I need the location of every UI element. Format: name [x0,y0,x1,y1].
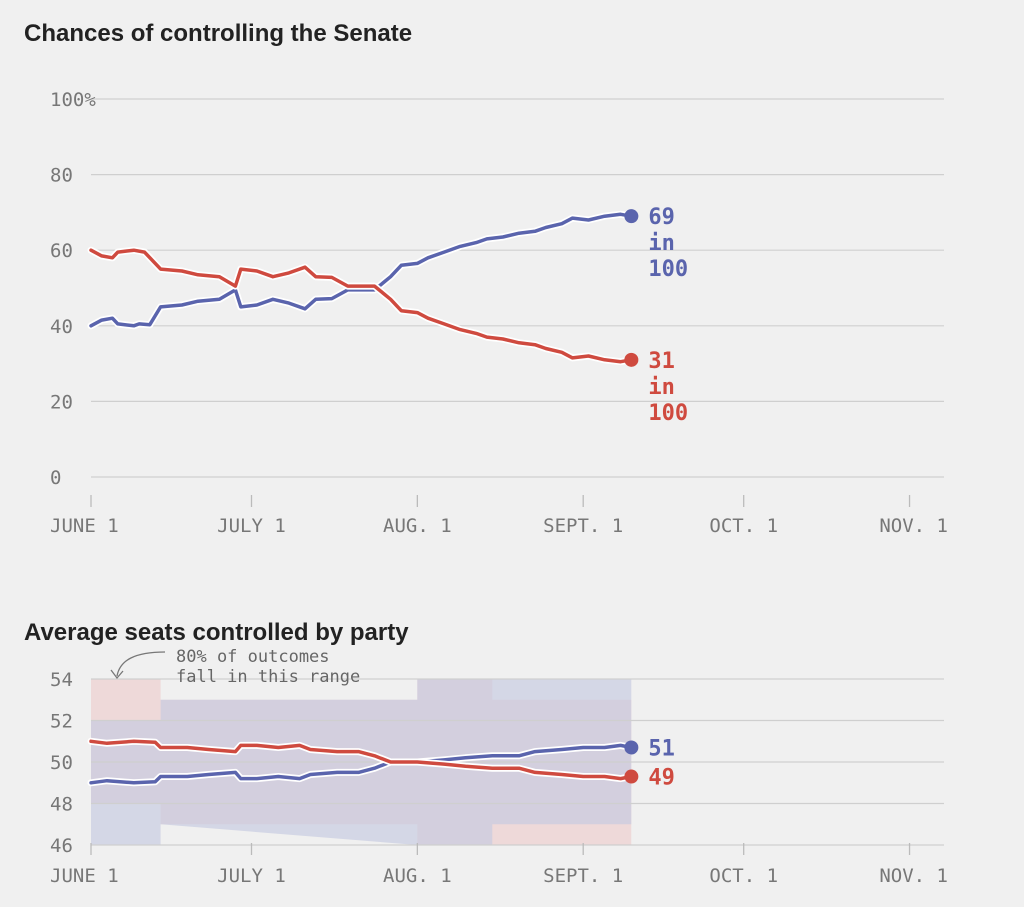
x-tick-label: OCT. 1 [709,865,778,887]
x-tick-label: SEPT. 1 [543,515,623,537]
x-tick-label: SEPT. 1 [543,865,623,887]
y-tick-label: 60 [50,240,73,262]
x-tick-label: AUG. 1 [383,515,452,537]
x-tick-label: JUNE 1 [50,515,119,537]
dem-end-label: 100 [648,257,688,282]
x-tick-label: JULY 1 [217,865,286,887]
chart-seats: Average seats controlled by party 54 52 50… [24,619,948,887]
annotation-arrow [116,651,166,677]
y-tick-label: 54 [50,669,73,691]
annotation-line-1: 80% of outcomes [176,647,330,667]
rep-end-label: in [648,375,675,400]
y-tick-label: 20 [50,391,73,413]
y-tick-label: 50 [50,752,73,774]
y-tick-label: 46 [50,835,73,857]
y-tick-label: 40 [50,316,73,338]
rep-end-label: 49 [648,766,675,791]
series-lines [87,210,635,366]
y-tick-label: 0 [50,467,61,489]
x-tick-label: OCT. 1 [709,515,778,537]
range-annotation: 80% of outcomes fall in this range [110,647,360,687]
rep-line [89,739,634,781]
y-tick-labels: 100% 80 60 40 20 0 [50,89,96,489]
y-tick-label: 100% [50,89,96,111]
dem-end-dot [624,740,639,755]
dem-line [89,212,634,328]
rep-end-label: 100 [648,401,688,426]
y-gridlines [91,98,944,478]
rep-end-dot [624,769,639,784]
rep-line [89,248,634,364]
x-tick-label: NOV. 1 [879,515,948,537]
chart-chances: Chances of controlling the Senate 100% 80… [24,20,948,537]
y-tick-label: 80 [50,165,73,187]
dem-end-dot [624,209,639,224]
x-tick-label: NOV. 1 [879,865,948,887]
x-ticks: JUNE 1 JULY 1 AUG. 1 SEPT. 1 OCT. 1 NOV. 1 [50,495,948,537]
x-tick-label: AUG. 1 [383,865,452,887]
dem-end-label: 51 [648,736,675,761]
annotation-arrowhead [110,669,124,680]
x-ticks: JUNE 1 JULY 1 AUG. 1 SEPT. 1 OCT. 1 NOV. 1 [50,843,948,887]
x-tick-label: JUNE 1 [50,865,119,887]
chart-title: Average seats controlled by party [24,619,409,646]
dem-end-label: in [648,231,675,256]
y-tick-label: 48 [50,794,73,816]
dem-end-label: 69 [648,205,675,230]
y-gridlines [91,678,944,846]
y-tick-labels: 54 52 50 48 46 [50,669,73,857]
annotation-line-2: fall in this range [176,667,360,687]
rep-end-label: 31 [648,349,675,374]
series-lines [87,737,635,787]
chart-title: Chances of controlling the Senate [24,20,412,47]
y-tick-label: 52 [50,711,73,733]
dem-line [89,743,634,785]
rep-end-dot [624,352,639,367]
x-tick-label: JULY 1 [217,515,286,537]
